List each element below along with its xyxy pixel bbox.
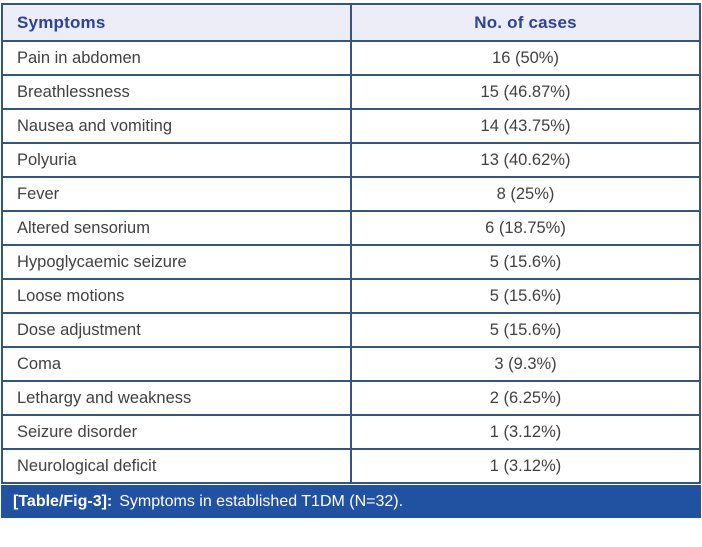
symptom-cell: Seizure disorder	[1, 414, 352, 450]
cases-cell: 5 (15.6%)	[350, 278, 701, 314]
symptom-cell: Polyuria	[1, 142, 352, 178]
table-row: Altered sensorium 6 (18.75%)	[1, 210, 701, 246]
cases-cell: 8 (25%)	[350, 176, 701, 212]
cases-cell: 1 (3.12%)	[350, 448, 701, 484]
column-header-cases: No. of cases	[350, 3, 701, 42]
table-row: Seizure disorder 1 (3.12%)	[1, 414, 701, 450]
table-row: Fever 8 (25%)	[1, 176, 701, 212]
table-header-row: Symptoms No. of cases	[1, 3, 701, 42]
symptom-cell: Altered sensorium	[1, 210, 352, 246]
table-row: Pain in abdomen 16 (50%)	[1, 40, 701, 76]
cases-cell: 6 (18.75%)	[350, 210, 701, 246]
table-row: Neurological deficit 1 (3.12%)	[1, 448, 701, 484]
table-row: Hypoglycaemic seizure 5 (15.6%)	[1, 244, 701, 280]
symptom-cell: Loose motions	[1, 278, 352, 314]
cases-cell: 5 (15.6%)	[350, 312, 701, 348]
cases-cell: 16 (50%)	[350, 40, 701, 76]
symptoms-table: Symptoms No. of cases Pain in abdomen 16…	[1, 3, 701, 484]
symptom-cell: Coma	[1, 346, 352, 382]
cases-cell: 15 (46.87%)	[350, 74, 701, 110]
symptom-cell: Lethargy and weakness	[1, 380, 352, 416]
figure-caption: [Table/Fig-3]: Symptoms in established T…	[1, 485, 701, 518]
table-row: Dose adjustment 5 (15.6%)	[1, 312, 701, 348]
table-row: Lethargy and weakness 2 (6.25%)	[1, 380, 701, 416]
table-row: Nausea and vomiting 14 (43.75%)	[1, 108, 701, 144]
table-row: Coma 3 (9.3%)	[1, 346, 701, 382]
cases-cell: 5 (15.6%)	[350, 244, 701, 280]
symptom-cell: Neurological deficit	[1, 448, 352, 484]
table-row: Loose motions 5 (15.6%)	[1, 278, 701, 314]
symptom-cell: Pain in abdomen	[1, 40, 352, 76]
cases-cell: 1 (3.12%)	[350, 414, 701, 450]
figure-caption-text: Symptoms in established T1DM (N=32).	[119, 492, 404, 510]
symptom-cell: Dose adjustment	[1, 312, 352, 348]
cases-cell: 2 (6.25%)	[350, 380, 701, 416]
cases-cell: 14 (43.75%)	[350, 108, 701, 144]
figure-caption-label: [Table/Fig-3]:	[13, 492, 113, 510]
symptom-cell: Fever	[1, 176, 352, 212]
cases-cell: 3 (9.3%)	[350, 346, 701, 382]
symptom-cell: Nausea and vomiting	[1, 108, 352, 144]
symptom-cell: Breathlessness	[1, 74, 352, 110]
table-row: Breathlessness 15 (46.87%)	[1, 74, 701, 110]
symptom-cell: Hypoglycaemic seizure	[1, 244, 352, 280]
table-row: Polyuria 13 (40.62%)	[1, 142, 701, 178]
column-header-symptoms: Symptoms	[1, 3, 352, 42]
cases-cell: 13 (40.62%)	[350, 142, 701, 178]
